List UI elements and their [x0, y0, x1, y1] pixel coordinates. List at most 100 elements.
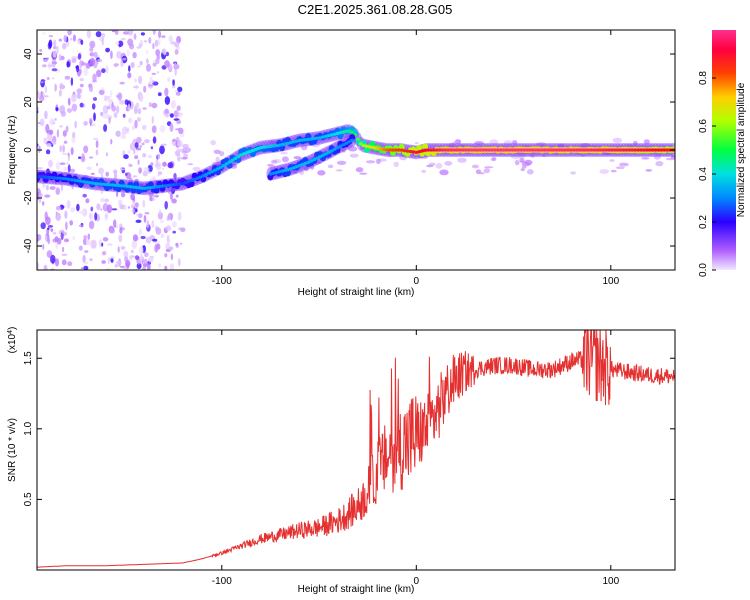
spectrogram-secondary-ridge-core: [332, 147, 337, 151]
spectrogram-noise-blob: [76, 93, 81, 99]
spectrogram-ridge-core: [300, 138, 305, 142]
spectrogram-ridge-core: [525, 148, 530, 152]
spectrogram-noise-blob: [142, 124, 147, 131]
spectrogram-noise-blob: [141, 142, 145, 146]
spectrogram-ridge-core: [592, 148, 597, 152]
snr-series-line: [37, 330, 675, 568]
spectrogram-noise-blob: [79, 69, 82, 74]
spectrogram-noise-blob: [171, 100, 176, 109]
spectrogram-ridge-core: [598, 148, 603, 152]
spectrogram-ridge-core: [452, 148, 457, 152]
spectrogram-noise-blob: [63, 140, 68, 144]
spectrogram-noise-blob: [171, 198, 177, 204]
spectrogram-noise-blob: [42, 32, 46, 35]
spectrogram-noise-blob: [107, 256, 111, 265]
spectrogram-ridge-core: [396, 148, 401, 152]
spectrogram-noise-blob: [47, 227, 50, 230]
spectrogram-halo-blob: [439, 169, 449, 176]
spectrogram-noise-blob: [45, 184, 49, 191]
spectrogram-ridge-core: [469, 148, 474, 152]
spectrogram-ridge-core: [140, 186, 144, 190]
spectrogram-noise-blob: [164, 96, 171, 105]
spectrogram-noise-blob: [89, 40, 96, 49]
spectrogram-noise-blob: [70, 168, 76, 173]
spectrogram-ridge-core: [391, 148, 395, 152]
spectrogram-ridge-core: [116, 183, 121, 188]
spectrogram-halo-blob: [213, 149, 221, 154]
spectrogram-noise-blob: [90, 123, 97, 127]
spectrogram-noise-blob: [152, 80, 155, 83]
spectrogram-noise-blob: [127, 72, 132, 79]
spectrogram-noise-blob: [133, 85, 139, 89]
spectrogram-noise-blob: [158, 30, 162, 39]
spectrogram-noise-blob: [147, 263, 151, 270]
spectrogram-secondary-ridge-core: [326, 150, 331, 154]
spectrogram-noise-blob: [119, 81, 125, 85]
spectrogram-noise-blob: [48, 159, 53, 168]
spectrogram-noise-blob: [59, 125, 63, 128]
spectrogram-noise-blob: [52, 50, 57, 58]
spectrogram-noise-blob: [116, 105, 120, 114]
spectrogram-ridge-core: [204, 172, 209, 177]
spectrogram-secondary-ridge-core: [288, 167, 293, 171]
spectrogram-ridge-core: [46, 175, 51, 179]
spectrogram-noise-blob: [76, 88, 83, 94]
spectrogram-ridge-core: [647, 148, 652, 152]
spectrogram-halo-blob: [641, 157, 650, 160]
spectrogram-noise-blob: [76, 203, 80, 212]
spectrogram-noise-blob: [89, 258, 93, 262]
spectrogram-y-tick-label: -20: [23, 190, 34, 205]
spectrogram-ridge-core: [519, 148, 524, 152]
spectrogram-noise-blob: [66, 61, 70, 68]
spectrogram-noise-blob: [46, 143, 52, 148]
spectrogram-ridge-core: [210, 170, 215, 174]
spectrogram-ridge-core: [475, 148, 480, 152]
spectrogram-noise-blob: [114, 264, 119, 268]
spectrogram-noise-blob: [120, 192, 126, 198]
spectrogram-noise-blob: [151, 125, 157, 134]
spectrogram-noise-blob: [55, 241, 58, 250]
spectrogram-noise-blob: [165, 51, 169, 57]
spectrogram-noise-blob: [151, 72, 156, 75]
spectrogram-noise-blob: [148, 102, 152, 107]
spectrogram-noise-blob: [170, 253, 174, 260]
spectrogram-noise-blob: [128, 257, 133, 261]
spectrogram-noise-blob: [115, 40, 120, 46]
spectrogram-ridge-core: [145, 186, 150, 190]
spectrogram-ridge-core: [577, 148, 582, 152]
spectrogram-noise-blob: [136, 136, 142, 144]
spectrogram-noise-blob: [54, 83, 57, 92]
spectrogram-ridge-core: [501, 148, 506, 152]
spectrogram-noise-blob: [113, 219, 117, 228]
spectrogram-secondary-ridge-core: [338, 144, 343, 148]
spectrogram-ridge-core: [615, 148, 620, 152]
spectrogram-noise-blob: [128, 117, 133, 124]
spectrogram-noise-blob: [173, 41, 180, 48]
spectrogram-ridge-core: [55, 176, 60, 180]
spectrogram-noise-blob: [122, 57, 127, 61]
spectrogram-noise-blob: [110, 138, 113, 145]
spectrogram-ridge-core: [539, 148, 544, 152]
snr-x-ticks: -100 0 100: [212, 330, 620, 587]
spectrogram-ridge-core: [531, 148, 535, 152]
spectrogram-y-tick-label: 40: [23, 48, 34, 60]
spectrogram-noise-blob: [136, 65, 142, 68]
spectrogram-ridge-core: [481, 148, 486, 152]
spectrogram-noise-blob: [178, 127, 184, 134]
spectrogram-noise-blob: [45, 235, 48, 243]
spectrogram-halo-blob: [483, 168, 490, 174]
spectrogram-noise-blob: [37, 90, 40, 99]
spectrogram-noise-blob: [71, 103, 78, 112]
spectrogram-ridge-core: [189, 178, 194, 182]
spectrogram-noise-blob: [161, 35, 166, 38]
colorbar: 0.0 0.2 0.4 0.6 0.8 Normalized spectral ampl…: [698, 30, 747, 277]
snr-x-label: Height of straight line (km): [298, 584, 415, 595]
spectrogram-noise-blob: [132, 234, 138, 242]
spectrogram-ridge-outer: [422, 143, 429, 150]
spectrogram-noise-blob: [43, 58, 48, 63]
spectrogram-ridge-core: [157, 184, 162, 189]
spectrogram-ridge-core: [107, 183, 112, 187]
spectrogram-noise-blob: [83, 261, 89, 265]
spectrogram-noise-blob: [157, 92, 162, 97]
